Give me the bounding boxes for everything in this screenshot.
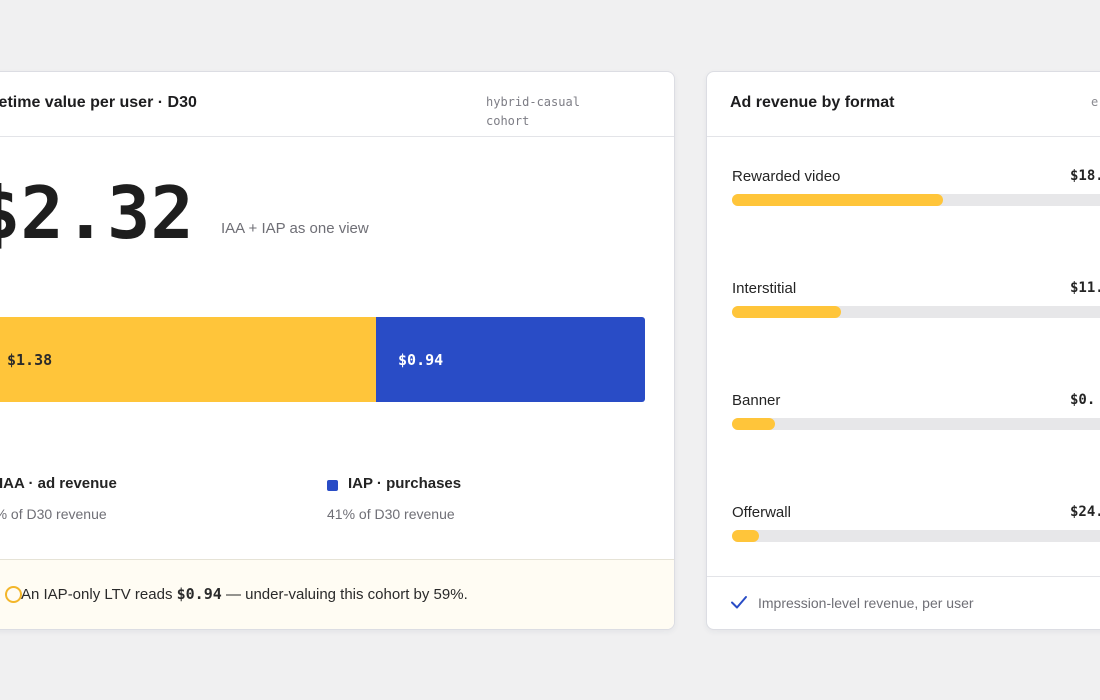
format-card-title: Ad revenue by format	[730, 94, 895, 111]
format-value: $0.	[1070, 392, 1096, 408]
format-name: Rewarded video	[732, 168, 841, 185]
format-name: Banner	[732, 392, 781, 409]
ltv-note: An IAP-only LTV reads $0.94 — under-valu…	[0, 559, 674, 629]
iaa-segment[interactable]: $1.38	[0, 317, 377, 402]
ad-format-card: Ad revenue by format e Rewarded video $1…	[706, 71, 1100, 630]
format-fill	[732, 530, 760, 542]
check-icon	[731, 596, 747, 609]
format-value: $18.	[1070, 168, 1100, 184]
cohort-tag: hybrid-casual cohort	[486, 95, 580, 128]
iaa-segment-label: $1.38	[7, 350, 53, 369]
format-track	[732, 530, 1100, 542]
note-prefix: An IAP-only LTV reads	[21, 586, 177, 603]
legend-name-iaa: IAA · ad revenue	[0, 475, 117, 492]
iap-segment[interactable]: $0.94	[376, 317, 645, 402]
ltv-card: Lifetime value per user · D30 hybrid-cas…	[0, 71, 675, 630]
format-name: Interstitial	[732, 280, 797, 297]
ltv-card-header: Lifetime value per user · D30 hybrid-cas…	[0, 72, 674, 137]
format-name: Offerwall	[732, 504, 791, 521]
format-value: $11.	[1070, 280, 1100, 296]
note-amount: $0.94	[176, 585, 222, 603]
format-track	[732, 418, 1100, 430]
format-fill	[732, 194, 943, 206]
iap-swatch	[327, 480, 338, 491]
format-track	[732, 194, 1100, 206]
format-footer: Impression-level revenue, per user	[707, 576, 1100, 629]
legend-name-iap: IAP · purchases	[348, 475, 462, 492]
format-fill	[732, 306, 842, 318]
ltv-caption: IAA + IAP as one view	[221, 220, 369, 237]
iap-segment-label: $0.94	[398, 350, 444, 369]
note-suffix: — under-valuing this cohort by 59%.	[221, 586, 468, 603]
format-row: Rewarded video $18.	[732, 168, 1100, 228]
ltv-note-text: An IAP-only LTV reads $0.94 — under-valu…	[21, 583, 481, 606]
format-header-extra: e	[1091, 95, 1099, 109]
ltv-card-title: Lifetime value per user · D30	[0, 94, 197, 111]
format-footer-text: Impression-level revenue, per user	[758, 595, 974, 611]
format-fill	[732, 418, 775, 430]
format-row: Banner $0.	[732, 392, 1100, 452]
revenue-split-bar: $1.38 $0.94	[0, 317, 645, 402]
legend-share-iaa: 59% of D30 revenue	[0, 506, 107, 522]
format-card-header: Ad revenue by format e	[707, 72, 1100, 137]
format-row: Offerwall $24.	[732, 504, 1100, 564]
format-row: Interstitial $11.	[732, 280, 1100, 340]
info-circle-icon	[5, 586, 22, 603]
format-value: $24.	[1070, 504, 1100, 520]
legend-share-iap: 41% of D30 revenue	[327, 506, 455, 522]
format-track	[732, 306, 1100, 318]
ltv-value: $2.32	[0, 171, 194, 255]
